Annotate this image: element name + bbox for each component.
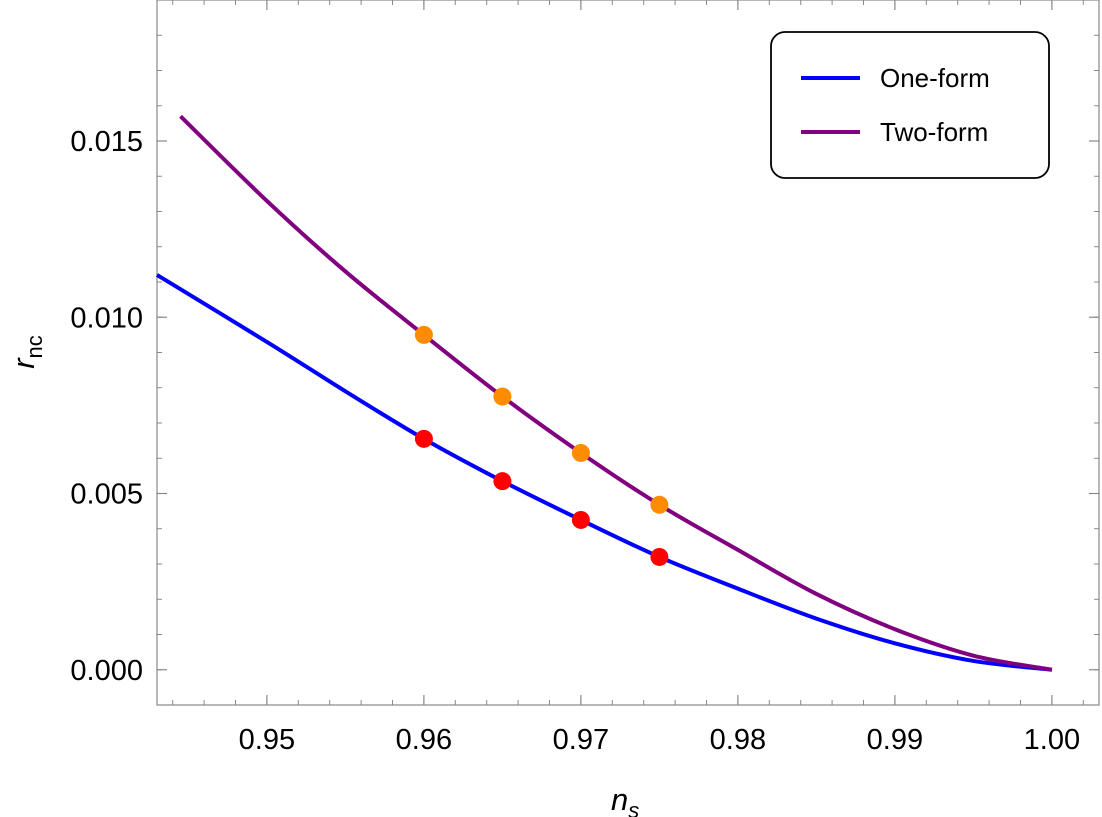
x-tick-label: 0.95	[239, 724, 295, 756]
x-tick-label: 1.00	[1024, 724, 1080, 756]
series-line-one-form	[155, 273, 1053, 672]
series-lines	[155, 114, 1053, 672]
y-axis-ticks: 0.000 0.005 0.010 0.015	[70, 126, 1099, 687]
x-tick-label: 0.99	[867, 724, 923, 756]
x-axis-ticks: 0.95 0.96 0.97 0.98 0.99 1.00	[239, 0, 1080, 756]
y-tick-label: 0.015	[70, 126, 143, 158]
legend-label-two-form: Two-form	[880, 117, 988, 147]
x-tick-label: 0.96	[396, 724, 452, 756]
y-tick-label: 0.010	[70, 302, 143, 334]
y-axis-title-sub: nc	[22, 335, 47, 358]
x-tick-label: 0.97	[553, 724, 609, 756]
y-tick-label: 0.005	[70, 479, 143, 511]
x-axis-title-main: n	[611, 782, 628, 817]
series-line-two-form	[179, 114, 1053, 672]
y-axis-title-main: r	[6, 357, 41, 369]
y-tick-label: 0.000	[70, 655, 143, 687]
series-markers	[414, 325, 669, 566]
legend-box	[770, 31, 1050, 179]
x-axis-title-sub: s	[628, 798, 639, 817]
data-point-one-form	[650, 547, 669, 566]
legend-label-one-form: One-form	[880, 63, 990, 93]
data-point-one-form	[414, 429, 433, 448]
data-point-two-form	[571, 443, 590, 462]
x-tick-label: 0.98	[710, 724, 766, 756]
legend: One-form Two-form	[770, 31, 1050, 179]
data-point-two-form	[650, 495, 669, 514]
data-point-one-form	[571, 510, 590, 529]
x-axis-title: ns	[611, 782, 639, 817]
data-point-two-form	[493, 387, 512, 406]
data-point-one-form	[493, 472, 512, 491]
svg-text:rnc: rnc	[6, 335, 47, 369]
svg-text:ns: ns	[611, 782, 639, 817]
y-axis-title: rnc	[6, 335, 47, 369]
data-point-two-form	[414, 325, 433, 344]
